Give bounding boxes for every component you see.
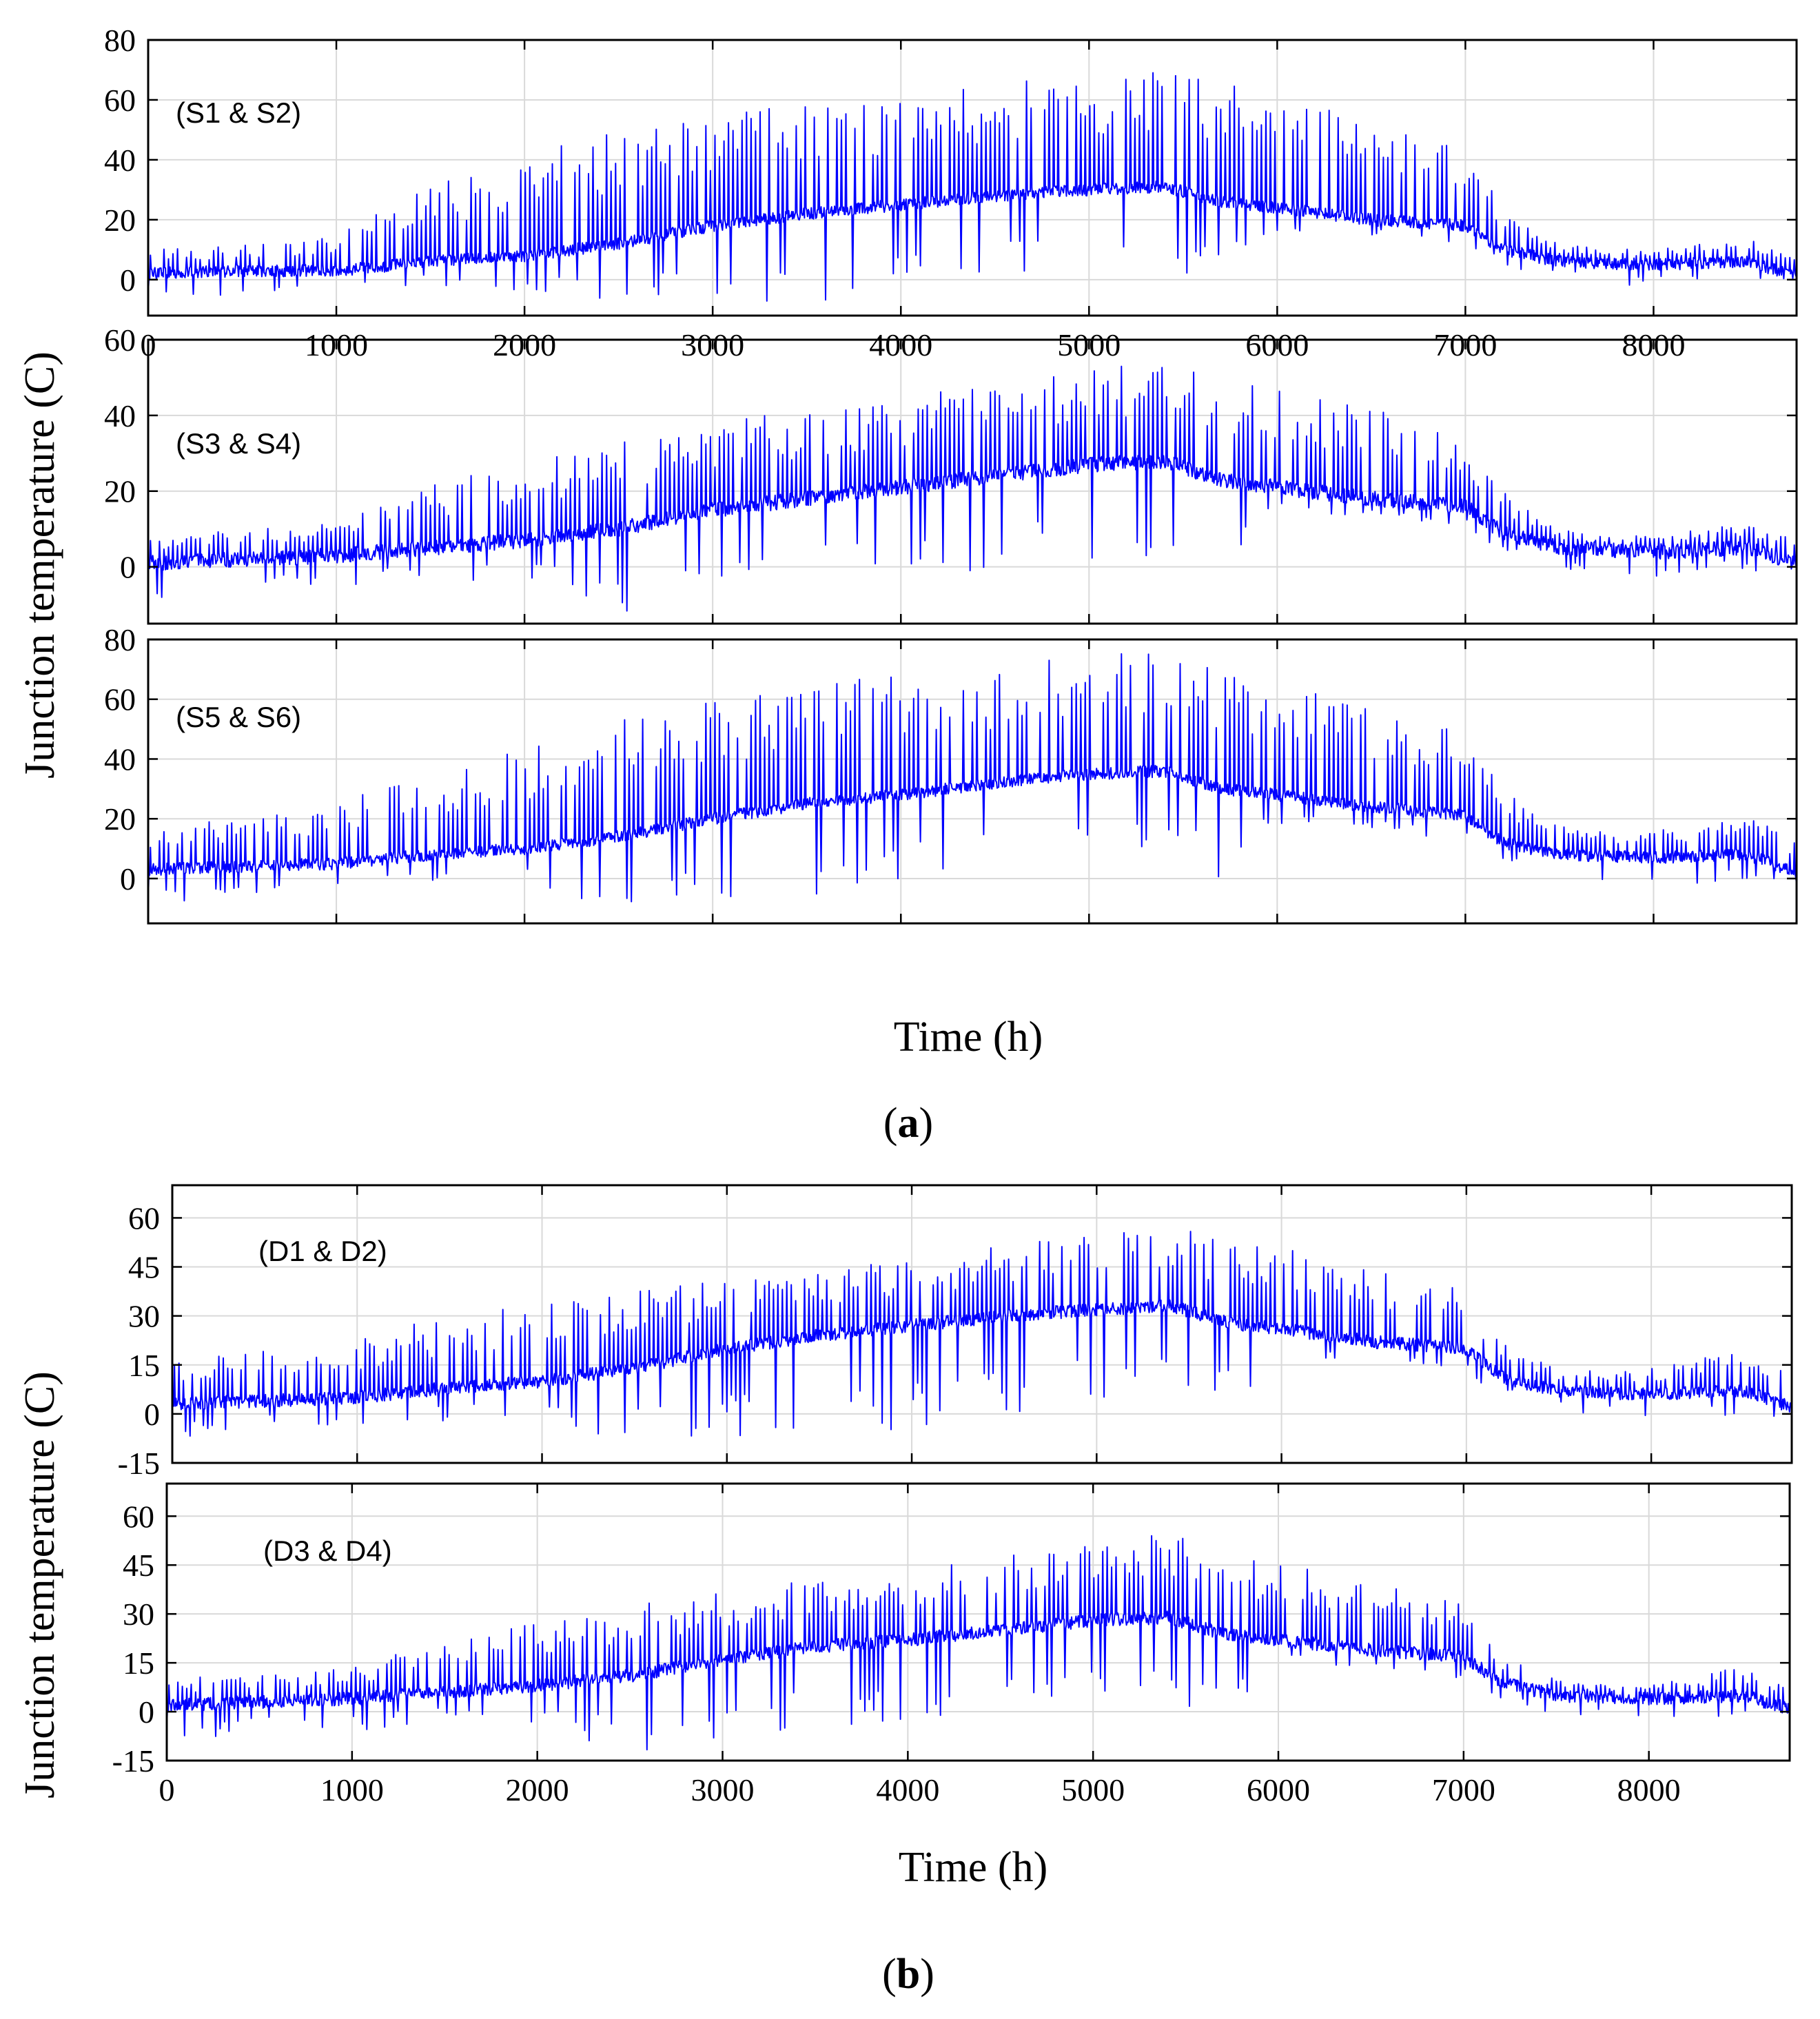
y-tick-label: 0	[144, 1397, 160, 1432]
x-tick-label: 6000	[1247, 1772, 1310, 1807]
y-tick-label: 0	[139, 1694, 154, 1730]
series-line-3	[148, 653, 1797, 903]
caption-a-letter: a	[898, 1100, 919, 1147]
panel-5: 0 1000 2000 3000 4000 5000 6000 7000 8000-150153…	[112, 1482, 1791, 1807]
y-tick-label: 60	[123, 1499, 154, 1534]
axes-frame	[147, 39, 1798, 317]
y-tick-label: -15	[112, 1743, 154, 1779]
y-tick-label: 80	[104, 23, 136, 58]
y-tick-label: 15	[123, 1646, 154, 1681]
panel-label: (S3 & S4)	[176, 427, 301, 460]
panel-1: 0 1000 2000 3000 4000 5000 6000 7000 80000204060…	[104, 23, 1798, 362]
axes-frame	[147, 338, 1798, 625]
x-tick-label: 3000	[691, 1772, 755, 1807]
xlabel-figure-a: Time (h)	[894, 1014, 1043, 1060]
axes-frame	[147, 638, 1798, 925]
panel-4: -15 0 15 30 45 60 (D1 & D2)	[118, 1184, 1793, 1481]
y-tick-label: 40	[104, 143, 136, 178]
panel-label: (D3 & D4)	[263, 1535, 392, 1567]
y-tick-label: 30	[128, 1299, 160, 1334]
y-tick-label: 45	[128, 1250, 160, 1285]
ylabel-figure-b: Junction temperature (C)	[17, 1371, 63, 1798]
y-tick-label: 80	[104, 622, 136, 657]
x-tick-label: 7000	[1432, 1772, 1495, 1807]
y-tick-label: 30	[123, 1597, 154, 1632]
xlabel-figure-b: Time (h)	[899, 1844, 1047, 1891]
x-tick-label: 5000	[1061, 1772, 1125, 1807]
y-tick-label: 60	[104, 83, 136, 118]
series-line-2	[148, 365, 1797, 612]
y-tick-label: 40	[104, 398, 136, 433]
ylabel-figure-a: Junction temperature (C)	[17, 351, 63, 779]
panel-label: (S1 & S2)	[176, 96, 301, 129]
y-tick-label: -15	[118, 1446, 160, 1481]
y-tick-label: 0	[120, 263, 136, 298]
caption-b-letter: b	[897, 1951, 920, 1998]
x-tick-label: 8000	[1617, 1772, 1681, 1807]
panel-3: 0 20 40 60 80 (S5 & S6)	[104, 622, 1798, 925]
y-tick-label: 45	[123, 1548, 154, 1583]
x-tick-label: 1000	[320, 1772, 384, 1807]
axes-frame	[171, 1184, 1793, 1464]
y-tick-label: 40	[104, 741, 136, 777]
y-tick-label: 20	[104, 474, 136, 509]
y-tick-label: 20	[104, 203, 136, 238]
x-tick-label: 0	[159, 1772, 175, 1807]
y-tick-label: 20	[104, 801, 136, 837]
x-tick-label: 2000	[506, 1772, 569, 1807]
caption-a: (a)	[883, 1100, 933, 1147]
caption-b: (b)	[882, 1951, 934, 1998]
series-line-5	[167, 1535, 1790, 1751]
panel-label: (D1 & D2)	[258, 1235, 387, 1267]
x-tick-label: 4000	[876, 1772, 939, 1807]
series-line-1	[148, 72, 1797, 302]
panel-label: (S5 & S6)	[176, 701, 301, 733]
y-tick-label: 0	[120, 861, 136, 896]
axes-frame	[165, 1482, 1791, 1762]
y-tick-label: 60	[128, 1200, 160, 1236]
series-line-4	[172, 1231, 1792, 1437]
panel-2: 0 20 40 60 (S3 & S4)	[104, 322, 1798, 625]
y-tick-label: 60	[104, 682, 136, 717]
chart-panels: 0 1000 2000 3000 4000 5000 6000 7000 80000204060…	[104, 23, 1798, 1807]
y-tick-label: 60	[104, 322, 136, 358]
y-tick-label: 15	[128, 1348, 160, 1383]
y-tick-label: 0	[120, 550, 136, 585]
